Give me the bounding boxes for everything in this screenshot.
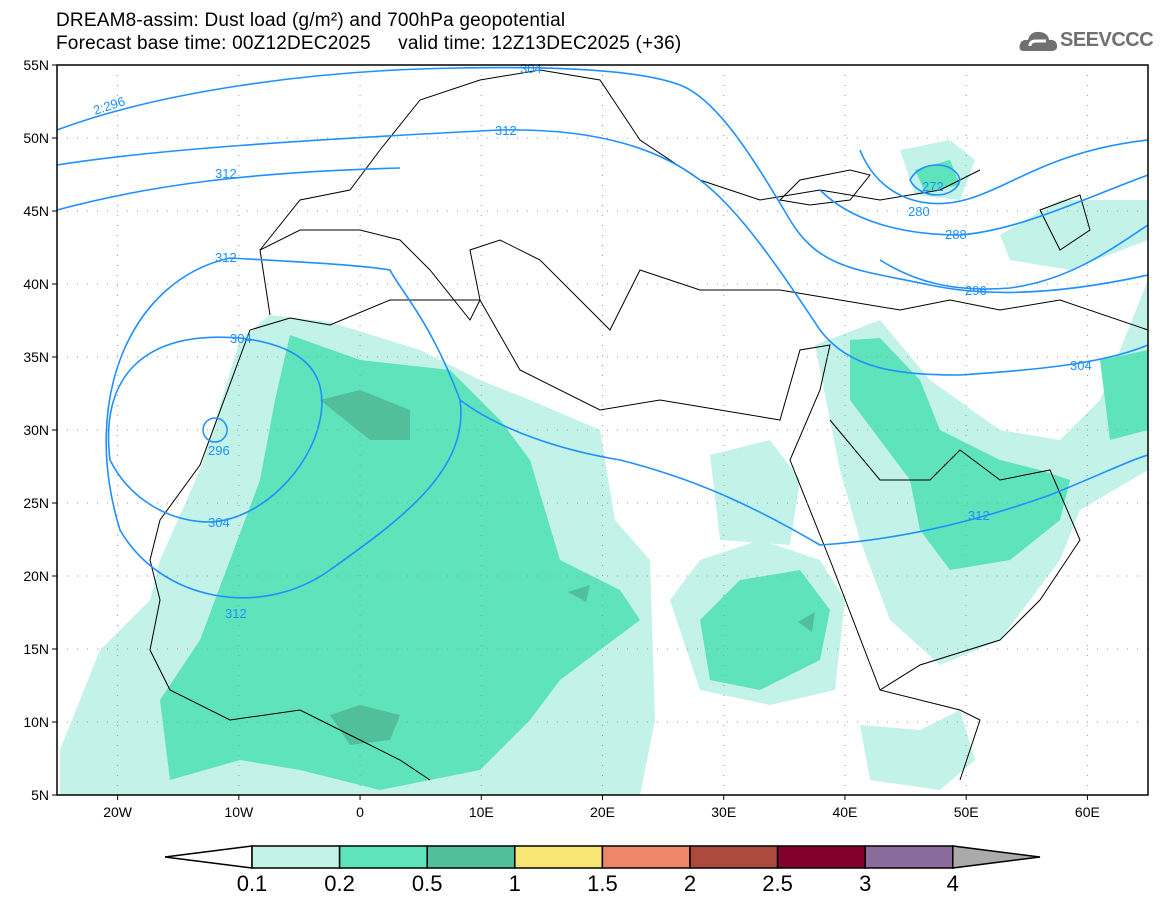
colorbar-segment [426, 845, 516, 869]
colorbar-label: 0.2 [324, 871, 355, 896]
lat-label: 45N [23, 203, 49, 219]
contour-312-mid [56, 167, 401, 211]
contour-288 [819, 174, 1149, 236]
colorbar-segment [338, 845, 428, 869]
lon-label: 50E [954, 804, 979, 820]
cloud-icon [1019, 31, 1058, 51]
contour-label: 272 [922, 179, 944, 194]
dust-level-0.1 [710, 440, 800, 545]
lon-label: 0 [356, 804, 364, 820]
contour-312-south [459, 399, 1149, 546]
logo-text: SEEVCCC [1060, 29, 1154, 51]
dust-level-0.5 [798, 612, 815, 632]
colorbar-label: 1.5 [587, 871, 618, 896]
contour-label: 288 [945, 227, 967, 242]
colorbar-segment [864, 845, 954, 869]
colorbar-label: 0.1 [237, 871, 268, 896]
contour-label: 296 [965, 283, 987, 298]
geopotential-contours [56, 66, 1149, 599]
contour-296-small [202, 417, 228, 443]
contour-312-ring [105, 257, 462, 599]
dust-shading [60, 140, 1148, 795]
lat-label: 50N [23, 130, 49, 146]
lon-label: 40E [832, 804, 857, 820]
dust-level-0.5 [320, 390, 410, 440]
coastlines [149, 69, 1149, 781]
dust-level-0.2 [700, 570, 830, 690]
axis-labels: 55N 50N 45N 40N 35N 30N 25N 20N 15N 10N 5N 20W 10W 0 1… [23, 57, 1100, 820]
contour-label: 312 [215, 166, 237, 181]
chart-title: DREAM8-assim: Dust load (g/m²) and 700hP… [56, 10, 566, 31]
contour-label: 312 [495, 123, 517, 138]
contour-296-north [56, 66, 1149, 294]
dust-level-0.2 [850, 338, 1070, 570]
contour-label: 304 [520, 61, 542, 76]
lon-label: 10W [224, 804, 254, 820]
colorbar-under-triangle [164, 845, 253, 869]
contour-label: 304 [1070, 358, 1092, 373]
lat-label: 15N [23, 641, 49, 657]
contour-label: 312 [225, 606, 247, 621]
colorbar-segment [601, 845, 691, 869]
colorbar-label: 0.5 [412, 871, 443, 896]
contour-label: 304 [208, 515, 230, 530]
contour-label: 280 [908, 204, 930, 219]
lon-label: 60E [1075, 804, 1100, 820]
dust-level-0.2 [160, 335, 640, 790]
colorbar-segment [251, 845, 341, 869]
lon-label: 10E [469, 804, 494, 820]
contour-label: 296 [208, 443, 230, 458]
dust-level-0.1 [1000, 200, 1148, 270]
dust-level-0.1 [860, 710, 975, 790]
dust-level-0.5 [330, 705, 400, 745]
colorbar-segment [689, 845, 779, 869]
contour-312-north [56, 129, 1149, 376]
lat-label: 35N [23, 349, 49, 365]
colorbar-label: 3 [859, 871, 871, 896]
lat-label: 55N [23, 57, 49, 73]
contour-280 [859, 139, 1149, 205]
contour-304-ring [107, 336, 323, 523]
contour-label: 312 [215, 250, 237, 265]
forecast-time: Forecast base time: 00Z12DEC2025 valid t… [56, 33, 682, 54]
lat-label: 5N [31, 787, 49, 803]
lon-label: 30E [711, 804, 736, 820]
colorbar-segment [776, 845, 866, 869]
seevccc-logo: SEEVCCC [1018, 27, 1158, 57]
colorbar-label: 4 [947, 871, 959, 896]
colorbar-label: 1 [509, 871, 521, 896]
lat-label: 30N [23, 422, 49, 438]
lon-label: 20E [590, 804, 615, 820]
contour-label: 304 [230, 331, 252, 346]
colorbar: 0.1 0.2 0.5 1 1.5 2 2.5 3 4 [164, 845, 1041, 896]
lat-label: 20N [23, 568, 49, 584]
lat-label: 10N [23, 714, 49, 730]
dust-level-0.5 [568, 585, 590, 602]
lon-label: 20W [103, 804, 133, 820]
contour-label: 312 [968, 508, 990, 523]
colorbar-label: 2.5 [762, 871, 793, 896]
contour-272 [909, 164, 961, 196]
contour-label: 2:296 [91, 94, 127, 118]
dust-level-0.2 [1100, 350, 1148, 440]
lat-label: 25N [23, 495, 49, 511]
contour-296-east [879, 224, 1149, 290]
colorbar-over-triangle [952, 845, 1041, 869]
colorbar-label: 2 [684, 871, 696, 896]
lat-label: 40N [23, 276, 49, 292]
colorbar-segment [514, 845, 604, 869]
